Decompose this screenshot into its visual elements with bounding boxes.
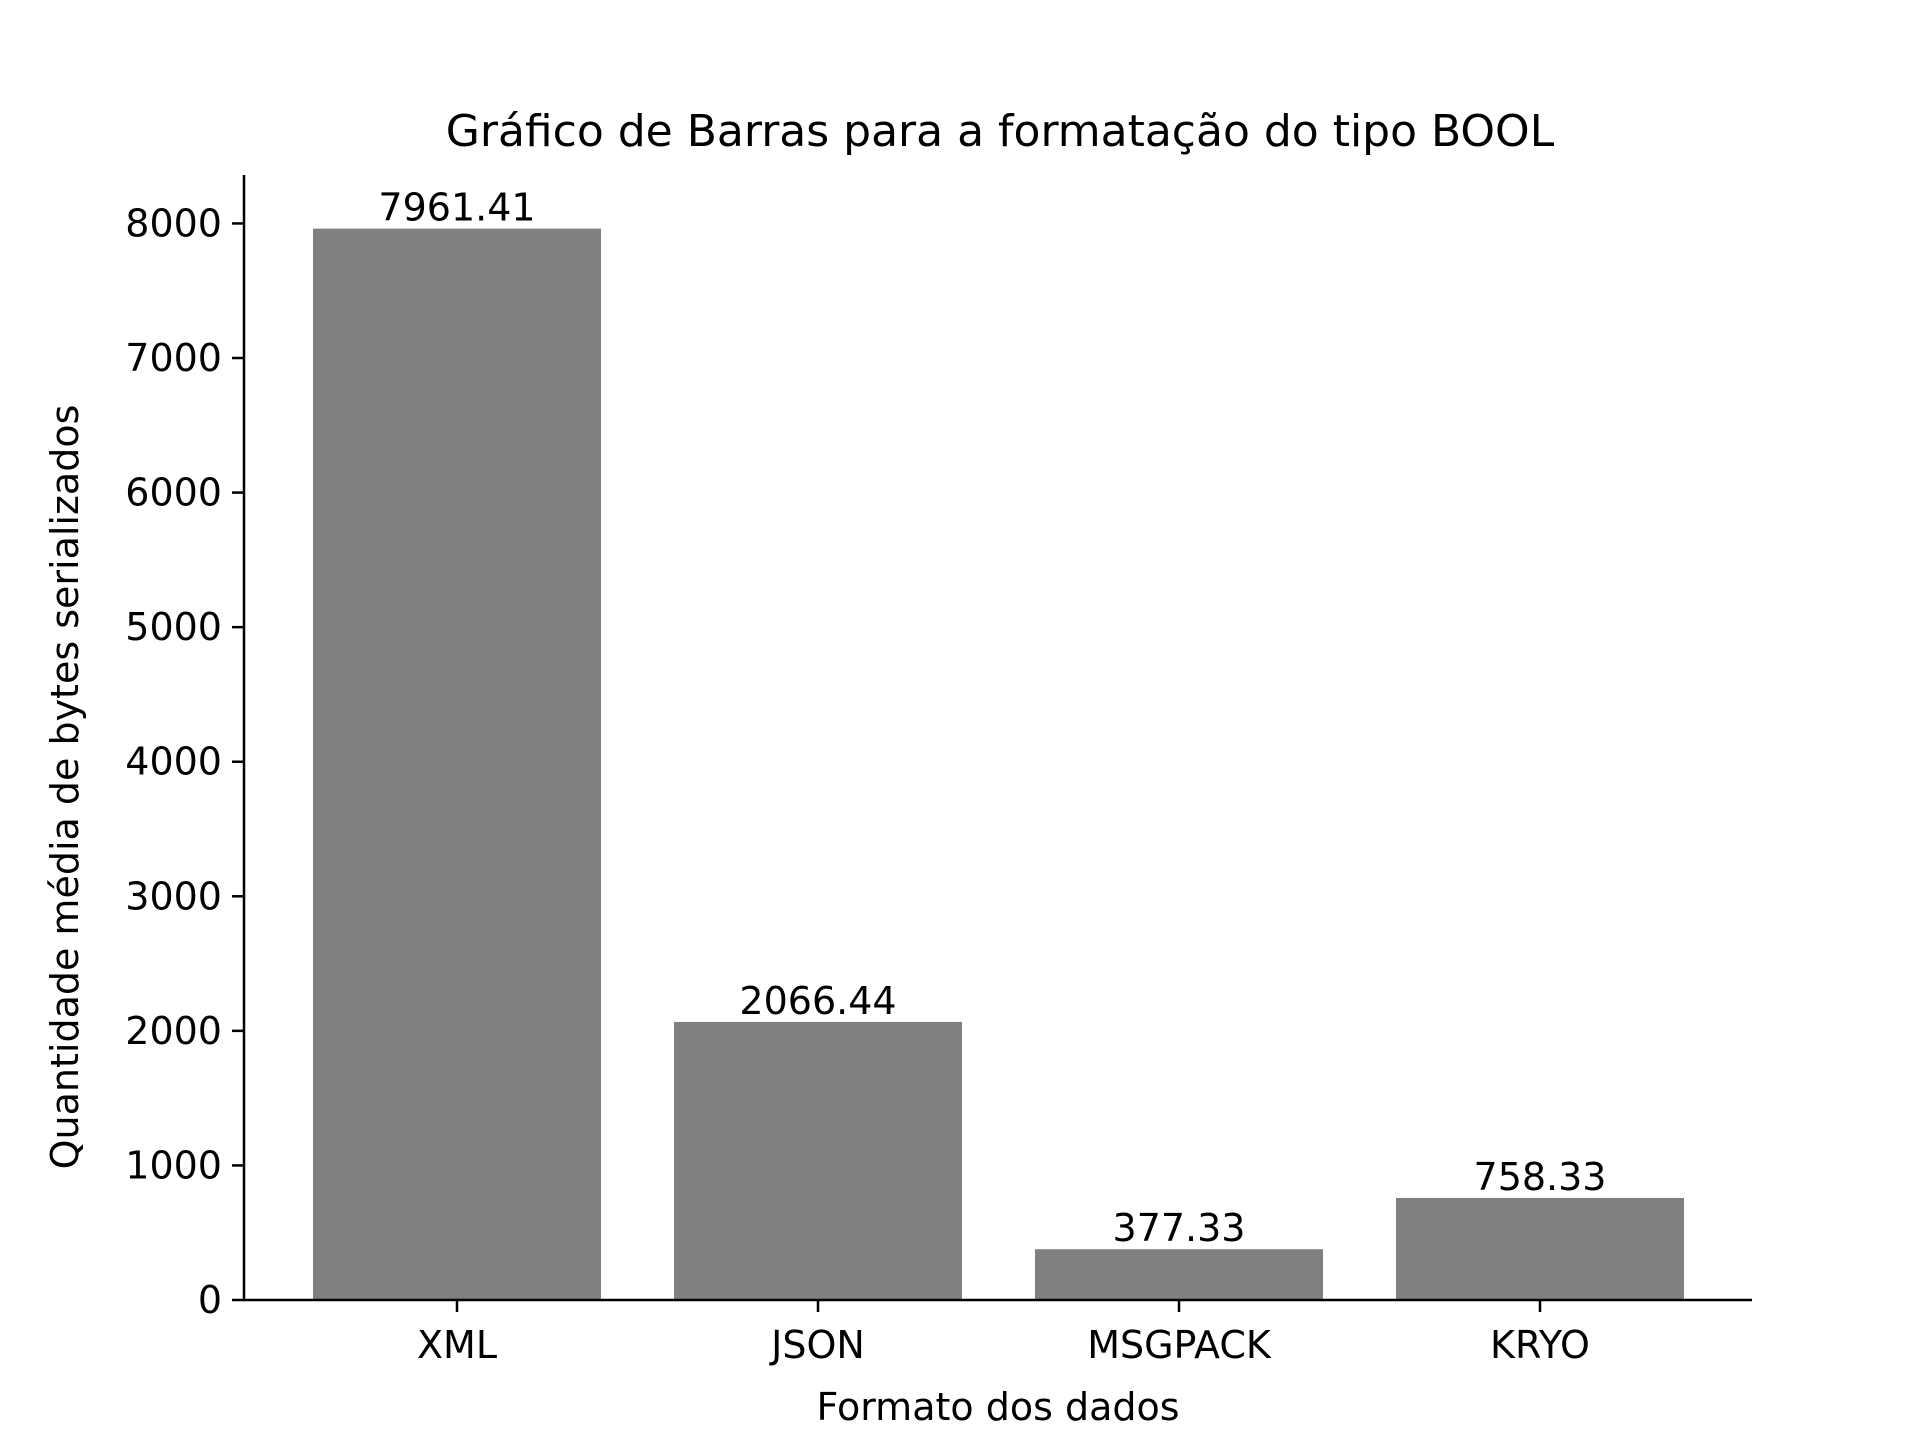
y-tick-label-7000: 7000 [125,336,222,380]
y-tick-label-8000: 8000 [125,201,222,245]
y-tick-label-4000: 4000 [125,740,222,784]
y-axis-ticks: 0 1000 2000 3000 4000 5000 6000 7000 8000 [125,201,244,1322]
y-tick-label-6000: 6000 [125,471,222,515]
y-tick-label-3000: 3000 [125,874,222,918]
y-tick-label-0: 0 [198,1278,222,1322]
x-axis-label: Formato dos dados [816,1385,1179,1429]
x-tick-label-json: JSON [769,1323,865,1367]
bar-xml [313,228,601,1300]
value-labels-layer: 7961.41 2066.44 377.33 758.33 [378,186,1606,1251]
bar-json [674,1021,962,1300]
y-tick-label-5000: 5000 [125,605,222,649]
x-tick-label-kryo: KRYO [1490,1323,1590,1367]
y-axis-label: Quantidade média de bytes serializados [43,405,87,1170]
bar-msgpack [1035,1249,1323,1300]
y-tick-label-1000: 1000 [125,1143,222,1187]
bar-kryo [1396,1197,1684,1300]
data-label-json: 2066.44 [739,979,896,1023]
data-label-kryo: 758.33 [1474,1155,1607,1199]
y-tick-label-2000: 2000 [125,1009,222,1053]
x-tick-label-xml: XML [417,1323,497,1367]
x-tick-label-msgpack: MSGPACK [1087,1323,1272,1367]
data-label-msgpack: 377.33 [1113,1206,1246,1250]
bars-layer [313,228,1684,1300]
x-axis-ticks: XML JSON MSGPACK KRYO [417,1300,1590,1367]
data-label-xml: 7961.41 [378,186,535,230]
chart-title: Gráfico de Barras para a formatação do t… [446,106,1555,157]
